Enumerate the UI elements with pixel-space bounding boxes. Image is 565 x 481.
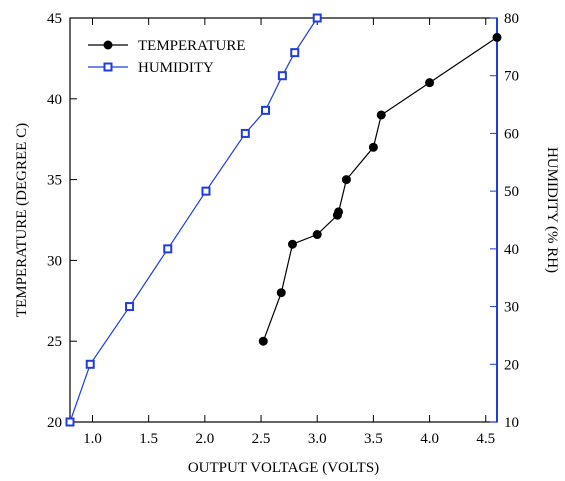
right-tick-label: 70 <box>504 69 519 85</box>
legend: TEMPERATURE HUMIDITY <box>88 38 246 76</box>
left-tick-label: 20 <box>47 415 62 431</box>
right-axis-title: HUMIDITY (% RH) <box>544 147 560 273</box>
temperature-point <box>492 32 502 42</box>
temperature-point <box>287 239 297 249</box>
series-layer <box>65 13 502 427</box>
humidity-point <box>312 13 322 23</box>
right-tick-label: 20 <box>504 357 519 373</box>
temperature-point <box>341 175 351 185</box>
right-axis-ticks: 10 20 30 40 50 60 70 80 <box>490 11 519 431</box>
left-axis-ticks: 20 25 30 35 40 45 <box>47 11 77 431</box>
temperature-point <box>334 207 344 217</box>
left-tick-label: 25 <box>47 334 62 350</box>
x-tick-label: 3.5 <box>364 431 383 447</box>
x-tick-label: 1.0 <box>83 431 102 447</box>
right-tick-label: 10 <box>504 415 519 431</box>
x-tick-label: 4.5 <box>476 431 495 447</box>
humidity-point <box>65 417 75 427</box>
left-tick-label: 30 <box>47 253 62 269</box>
humidity-point <box>163 244 173 254</box>
right-tick-label: 60 <box>504 126 519 142</box>
right-tick-label: 30 <box>504 300 519 316</box>
x-tick-label: 2.5 <box>252 431 271 447</box>
series-line-temperature <box>262 36 498 342</box>
right-tick-label: 40 <box>504 242 519 258</box>
humidity-point <box>290 48 300 58</box>
left-axis-title: TEMPERATURE (DEGREE C) <box>14 123 30 317</box>
left-tick-label: 45 <box>47 11 62 27</box>
temperature-point <box>312 230 322 240</box>
x-tick-label: 1.5 <box>139 431 158 447</box>
humidity-point <box>240 128 250 138</box>
x-axis-title: OUTPUT VOLTAGE (VOLTS) <box>188 460 379 476</box>
humidity-point <box>201 186 211 196</box>
legend-marker-temperature <box>103 40 113 50</box>
x-tick-label: 2.0 <box>195 431 214 447</box>
temperature-point <box>376 110 386 120</box>
left-tick-label: 35 <box>47 173 62 189</box>
temperature-point <box>368 142 378 152</box>
x-tick-label: 3.0 <box>308 431 327 447</box>
humidity-point <box>261 105 271 115</box>
humidity-point <box>85 359 95 369</box>
humidity-point <box>125 302 135 312</box>
x-tick-label: 4.0 <box>420 431 439 447</box>
temperature-point <box>276 288 286 298</box>
right-tick-label: 50 <box>504 184 519 200</box>
legend-marker-humidity <box>103 62 113 72</box>
temperature-point <box>425 78 435 88</box>
right-tick-label: 80 <box>504 11 519 27</box>
x-axis-ticks: 1.0 1.5 2.0 2.5 3.0 3.5 4.0 4.5 <box>83 18 495 447</box>
left-tick-label: 40 <box>47 92 62 108</box>
humidity-point <box>277 71 287 81</box>
temperature-point <box>258 336 268 346</box>
legend-label-temperature: TEMPERATURE <box>138 38 246 54</box>
series-line-humidity <box>69 17 318 423</box>
legend-label-humidity: HUMIDITY <box>138 60 214 76</box>
